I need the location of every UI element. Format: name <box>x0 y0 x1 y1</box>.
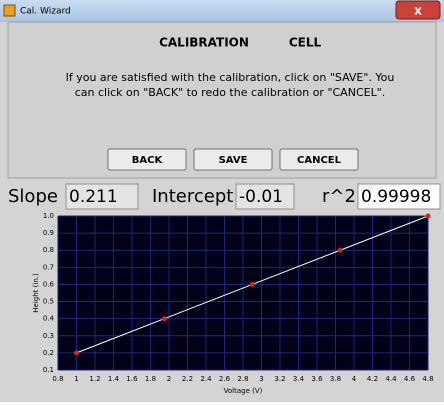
y-tick-label: 0.8 <box>43 246 54 254</box>
x-tick-label: 1.8 <box>145 375 156 383</box>
x-tick-label: 3.6 <box>311 375 323 383</box>
field-value: -0.01 <box>239 187 283 207</box>
button[interactable] <box>193 148 273 171</box>
y-tick-label: 0.1 <box>43 366 54 374</box>
app-icon <box>3 4 16 17</box>
button[interactable] <box>279 148 359 171</box>
y-tick-label: 0.2 <box>43 349 54 357</box>
y-tick-label: 0.3 <box>43 332 54 340</box>
title-bar <box>0 0 444 22</box>
y-tick-label: 0.6 <box>43 280 55 288</box>
x-tick-label: 2 <box>167 375 171 383</box>
data-point <box>249 281 255 287</box>
x-tick-label: 4.2 <box>367 375 378 383</box>
x-tick-label: 4.8 <box>422 375 433 383</box>
field-label: Intercept <box>152 186 233 207</box>
data-point <box>337 247 343 253</box>
y-tick-label: 0.4 <box>43 315 55 323</box>
data-point <box>425 213 431 219</box>
data-point <box>161 316 167 322</box>
x-tick-label: 1.6 <box>126 375 138 383</box>
x-tick-label: 3.2 <box>274 375 285 383</box>
y-tick-label: 1.0 <box>43 212 54 220</box>
x-tick-label: 3.4 <box>293 375 305 383</box>
header-left: CALIBRATION <box>159 36 249 50</box>
button-label[interactable]: BACK <box>132 155 164 166</box>
x-axis-label: Voltage (V) <box>224 387 263 395</box>
x-tick-label: 4.4 <box>385 375 397 383</box>
window-title: Cal. Wizard <box>20 7 71 17</box>
header-right: CELL <box>289 36 322 50</box>
data-point <box>74 350 79 356</box>
x-tick-label: 2.8 <box>237 375 248 383</box>
field-box <box>357 183 441 210</box>
field-value: 0.99998 <box>361 187 431 207</box>
field-box <box>65 183 139 210</box>
field-label: r^2 <box>322 186 356 207</box>
field-box <box>235 183 295 210</box>
button[interactable] <box>107 148 187 171</box>
x-tick-label: 2.2 <box>182 375 193 383</box>
field-value: 0.211 <box>69 187 118 207</box>
x-tick-label: 1.2 <box>89 375 100 383</box>
x-tick-label: 2.6 <box>219 375 231 383</box>
x-tick-label: 0.8 <box>52 375 63 383</box>
x-tick-label: 3 <box>259 375 263 383</box>
y-tick-label: 0.7 <box>43 263 54 271</box>
x-tick-label: 4.6 <box>404 375 416 383</box>
x-tick-label: 1.4 <box>108 375 120 383</box>
y-axis-label: Height (in.) <box>32 273 40 313</box>
button-label[interactable]: SAVE <box>219 155 248 166</box>
close-icon[interactable]: x <box>414 4 422 18</box>
button-label[interactable]: CANCEL <box>297 155 342 166</box>
close-button[interactable] <box>395 0 441 20</box>
message-line: If you are satisfied with the calibratio… <box>66 71 395 84</box>
x-tick-label: 3.8 <box>330 375 341 383</box>
y-tick-label: 0.9 <box>43 229 54 237</box>
y-tick-label: 0.5 <box>43 298 54 306</box>
x-tick-label: 2.4 <box>200 375 212 383</box>
message-line: can click on "BACK" to redo the calibrat… <box>75 86 386 99</box>
field-label: Slope <box>8 186 58 207</box>
x-tick-label: 1 <box>74 375 78 383</box>
x-tick-label: 4 <box>352 375 357 383</box>
